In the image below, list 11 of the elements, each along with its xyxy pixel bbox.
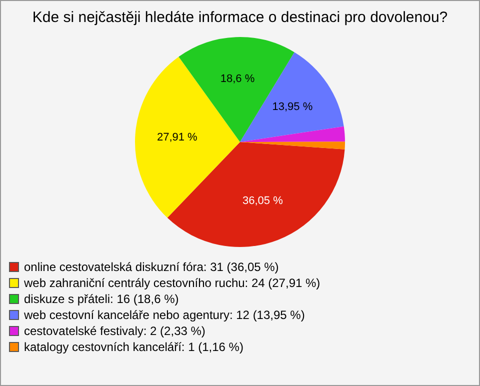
data-label: 13,95 % — [272, 101, 313, 114]
legend-label: diskuze s přáteli: 16 (18,6 %) — [24, 291, 179, 307]
legend-label: katalogy cestovních kanceláří: 1 (1,16 %) — [24, 339, 244, 355]
chart-title: Kde si nejčastěji hledáte informace o destinaci pro dovolenou? — [32, 9, 448, 26]
data-label: 27,91 % — [156, 132, 198, 144]
data-label: 18,6 % — [220, 73, 255, 86]
legend-label: online cestovatelská diskuzní fóra: 31 (36,05 %) — [24, 259, 279, 275]
legend-label: web zahraniční centrály cestovního ruchu: 24 (27,91 %) — [24, 275, 320, 291]
legend-label: cestovatelské festivaly: 2 (2,33 %) — [24, 323, 206, 339]
data-label: 36,05 % — [242, 194, 284, 207]
legend-label: web cestovní kanceláře nebo agentury: 12 (13,95 %) — [24, 307, 305, 323]
